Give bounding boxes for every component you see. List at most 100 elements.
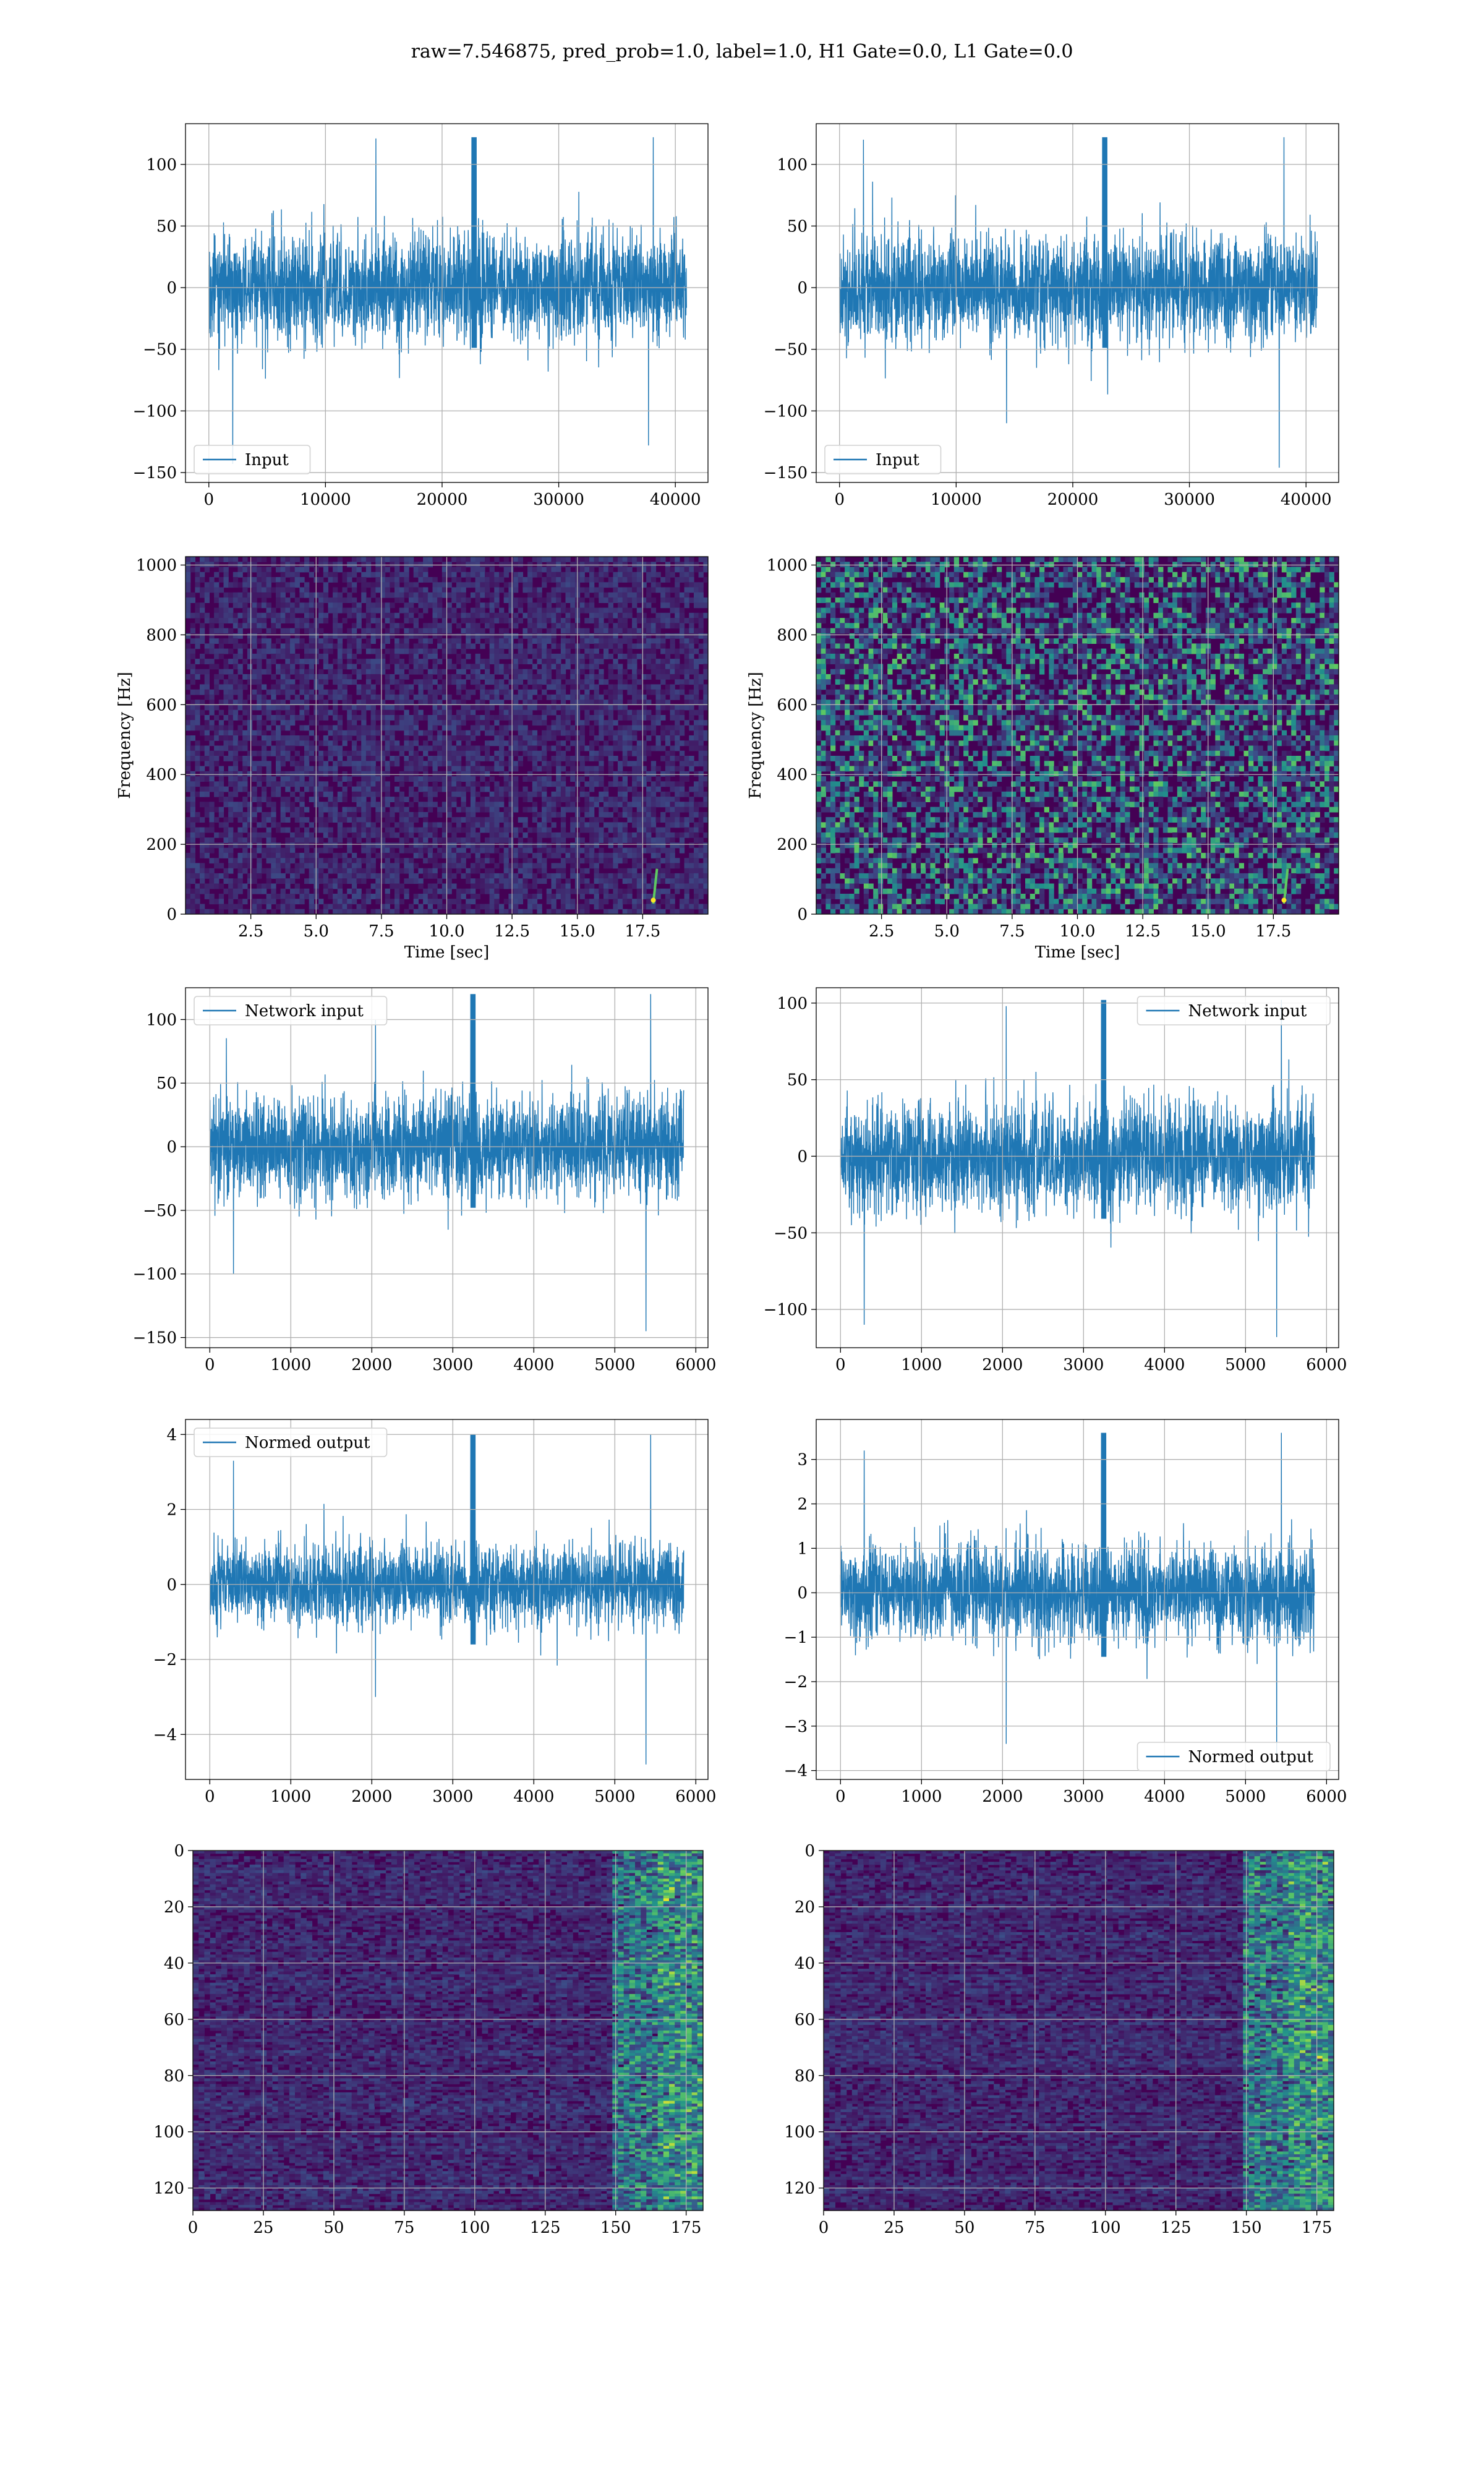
x-tick-label: 6000 <box>675 1356 716 1374</box>
x-tick-label: 12.5 <box>1125 922 1161 941</box>
x-tick-label: 3000 <box>432 1356 473 1374</box>
x-tick-label: 125 <box>530 2219 561 2237</box>
x-tick-label: 2000 <box>982 1787 1023 1806</box>
x-tick-label: 20000 <box>1047 490 1099 509</box>
x-tick-label: 17.5 <box>625 922 660 941</box>
x-tick-label: 4000 <box>513 1787 554 1806</box>
legend-label: Normed output <box>1188 1748 1314 1766</box>
panel-h1-spectrogram: 2.5 5.0 7.5 10.0 12.5 15.0 17.5 0 200 400 600 800 10… <box>116 556 709 962</box>
x-tick-label: 75 <box>394 2219 414 2237</box>
y-tick-label: 40 <box>795 1954 815 1973</box>
y-tick-label: 200 <box>777 836 808 854</box>
y-tick-label: 600 <box>146 696 177 714</box>
x-tick-label: 0 <box>835 1787 846 1806</box>
y-tick-label: 50 <box>156 1074 177 1093</box>
y-tick-label: −150 <box>133 464 177 482</box>
x-tick-label: 5000 <box>594 1787 635 1806</box>
x-tick-label: 7.5 <box>369 922 394 941</box>
x-tick-label: 20000 <box>417 490 468 509</box>
x-tick-label: 0 <box>205 1787 215 1806</box>
x-tick-label: 2000 <box>351 1787 392 1806</box>
panel-l1-input: 0 10000 20000 30000 40000 −150 −100 −50 0 50 100 In… <box>764 123 1339 509</box>
y-tick-label: 600 <box>777 696 808 714</box>
plot-area <box>816 988 1339 1348</box>
axes-frame <box>185 987 709 1348</box>
x-tick-label: 5000 <box>1225 1787 1266 1806</box>
x-tick-label: 10.0 <box>1060 922 1096 941</box>
y-tick-label: 100 <box>153 2123 184 2142</box>
y-tick-label: 3 <box>797 1451 808 1470</box>
x-tick-label: 2.5 <box>238 922 263 941</box>
legend-box <box>194 1427 388 1457</box>
x-tick-label: 50 <box>954 2219 974 2237</box>
y-tick-label: −2 <box>784 1673 808 1692</box>
y-tick-label: 400 <box>777 766 808 784</box>
panel-l1-network-input: 0 1000 2000 3000 4000 5000 6000 −100 −50 0 50 100 Ne… <box>764 987 1347 1374</box>
axes-frame <box>192 1850 704 2211</box>
x-tick-label: 2000 <box>351 1356 392 1374</box>
y-tick-label: 0 <box>804 1842 815 1860</box>
y-tick-label: 0 <box>797 279 808 297</box>
x-tick-label: 6000 <box>1306 1356 1347 1374</box>
y-tick-label: 100 <box>784 2123 815 2142</box>
x-tick-label: 75 <box>1025 2219 1045 2237</box>
y-tick-label: 1000 <box>136 557 177 575</box>
y-tick-label: 1000 <box>767 557 808 575</box>
legend-box <box>1136 996 1331 1025</box>
y-tick-label: −50 <box>143 1202 177 1220</box>
x-tick-label: 40000 <box>1281 490 1332 509</box>
y-tick-label: 80 <box>164 2067 184 2086</box>
y-tick-label: 20 <box>795 1898 815 1917</box>
y-tick-label: 60 <box>164 2011 184 2029</box>
legend-box <box>194 445 311 474</box>
y-tick-label: 50 <box>787 217 808 236</box>
y-tick-label: 4 <box>166 1426 177 1444</box>
y-tick-label: 200 <box>146 836 177 854</box>
plot-area <box>824 1851 1334 2211</box>
y-tick-label: 100 <box>146 156 177 174</box>
x-tick-label: 0 <box>203 490 214 509</box>
y-tick-label: 2 <box>166 1501 177 1520</box>
legend: Normed output <box>1136 1742 1331 1771</box>
x-tick-label: 10000 <box>931 490 982 509</box>
y-tick-label: 0 <box>797 905 808 924</box>
x-tick-label: 175 <box>671 2219 702 2237</box>
x-tick-label: 0 <box>834 490 845 509</box>
y-tick-label: 0 <box>797 1147 808 1166</box>
plot-area <box>816 124 1339 482</box>
x-tick-label: 125 <box>1161 2219 1192 2237</box>
x-tick-label: 17.5 <box>1255 922 1291 941</box>
chirp-peak <box>1281 897 1287 903</box>
y-tick-label: 50 <box>787 1071 808 1090</box>
x-tick-label: 0 <box>205 1356 215 1374</box>
y-tick-label: 40 <box>164 1954 184 1973</box>
y-axis-label: Frequency [Hz] <box>116 672 134 799</box>
x-tick-label: 1000 <box>270 1787 311 1806</box>
y-tick-label: 800 <box>146 626 177 644</box>
x-tick-label: 10000 <box>300 490 351 509</box>
plot-area <box>186 988 708 1348</box>
plot-area <box>186 124 708 482</box>
y-tick-label: 0 <box>797 1584 808 1603</box>
legend-box <box>1136 1742 1331 1771</box>
signal-series <box>208 137 687 464</box>
y-tick-label: 100 <box>777 156 808 174</box>
y-tick-label: 0 <box>166 1576 177 1594</box>
y-tick-label: 0 <box>174 1842 184 1860</box>
signal-series <box>209 994 684 1332</box>
x-tick-label: 100 <box>1090 2219 1121 2237</box>
signal-series <box>840 1432 1315 1762</box>
y-tick-label: 50 <box>156 217 177 236</box>
x-tick-label: 25 <box>253 2219 273 2237</box>
x-tick-label: 2.5 <box>869 922 894 941</box>
figure-title: raw=7.546875, pred_prob=1.0, label=1.0, … <box>0 41 1484 62</box>
x-tick-label: 30000 <box>533 490 584 509</box>
y-tick-label: −50 <box>774 1224 808 1243</box>
legend-label: Normed output <box>245 1434 370 1452</box>
legend-box <box>824 445 942 474</box>
panel-l1-spectrogram: 2.5 5.0 7.5 10.0 12.5 15.0 17.5 0 200 400 600 800 10… <box>746 556 1339 962</box>
x-tick-label: 15.0 <box>1190 922 1226 941</box>
y-tick-label: 120 <box>784 2180 815 2198</box>
y-tick-label: −100 <box>764 402 808 421</box>
